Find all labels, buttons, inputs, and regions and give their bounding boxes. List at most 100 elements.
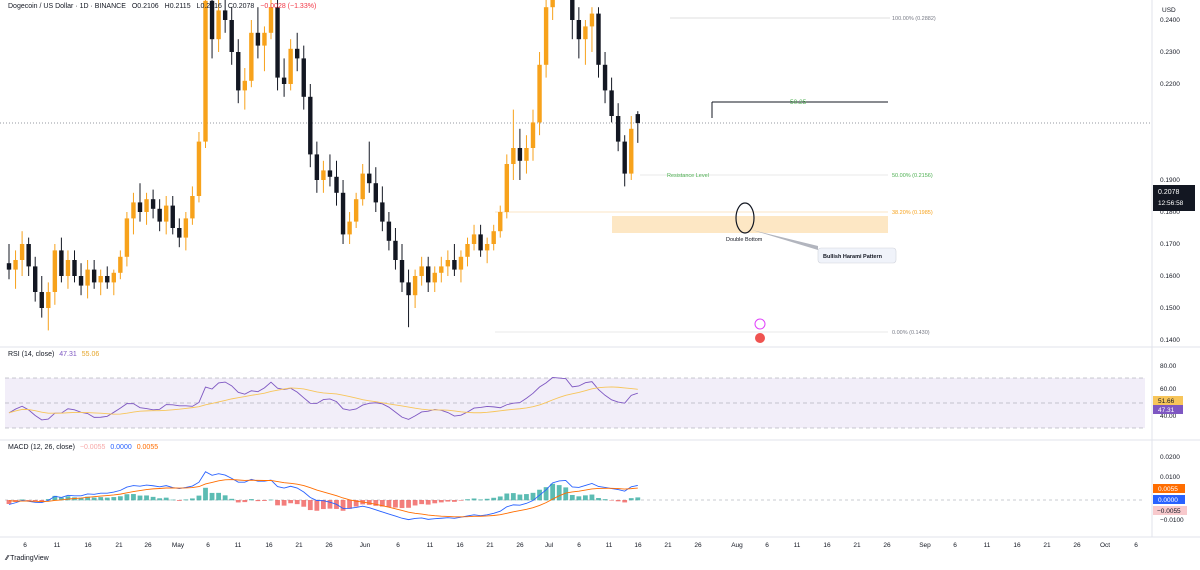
candle-body	[327, 170, 333, 177]
rsi-title: RSI (14, close)	[8, 351, 55, 358]
harami-label: Bullish Harami Pattern	[823, 254, 883, 260]
candle-body	[137, 202, 143, 212]
macd-signal-value: 0.0055	[136, 444, 159, 451]
event-icon	[754, 318, 766, 330]
candle-body	[196, 141, 202, 196]
macd-hist-bar	[327, 500, 333, 509]
candle-body	[373, 183, 378, 203]
macd-hist-bar	[432, 500, 438, 504]
open-value: O0.2106	[131, 3, 159, 10]
candle-body	[576, 20, 582, 40]
candle-body	[543, 7, 549, 65]
candle-body	[190, 196, 195, 219]
macd-hist-bar	[615, 500, 621, 502]
candle-body	[347, 221, 352, 235]
close-value: C0.2078	[227, 3, 255, 10]
tradingview-logo[interactable]: ⁄⁄ TradingView	[6, 555, 49, 562]
target-label: 50.25	[790, 99, 807, 106]
double-bottom-label: Double Bottom	[726, 237, 763, 243]
fibonacci-retracement: 100.00% (0.2882) 50.00% (0.2156) 38.20% (0…	[495, 16, 936, 336]
price-tag-timer: 12:56:58	[1158, 200, 1184, 207]
macd-hist-bar	[484, 498, 490, 501]
time-tick: 26	[144, 542, 152, 549]
candle-body	[236, 52, 241, 91]
macd-hist-bar	[524, 494, 529, 501]
time-tick: 11	[606, 542, 613, 549]
candle-body	[118, 256, 123, 273]
symbol-title[interactable]: Dogecoin / US Dollar · 1D · BINANCE	[8, 3, 126, 10]
macd-hist-bar	[137, 495, 143, 501]
price-tick: 0.1500	[1160, 305, 1180, 312]
candle-body	[131, 202, 136, 219]
macd-tag-hist: −0.0055	[1157, 508, 1181, 515]
macd-hist-bar	[170, 499, 176, 501]
time-tick: 11	[427, 542, 434, 549]
time-tick: 26	[883, 542, 891, 549]
time-tick: 26	[694, 542, 702, 549]
time-tick: 16	[823, 542, 831, 549]
candle-body	[39, 292, 44, 308]
macd-hist-bar	[216, 492, 221, 501]
macd-legend[interactable]: MACD (12, 26, close) −0.0055 0.0000 0.00…	[8, 444, 161, 451]
macd-hist-bar	[144, 495, 149, 501]
candle-body	[98, 276, 103, 283]
macd-hist-bar	[465, 499, 470, 501]
candle-body	[209, 0, 215, 40]
macd-hist-bar	[150, 496, 156, 501]
macd-hist-bar	[45, 499, 51, 501]
macd-hist-bar	[65, 496, 71, 501]
macd-tick: −0.0100	[1160, 517, 1184, 524]
currency-label: USD	[1162, 7, 1176, 14]
macd-hist-bar	[248, 499, 254, 501]
macd-hist-bar	[393, 500, 398, 508]
candle-body	[105, 276, 110, 283]
candle-body	[511, 148, 516, 164]
candle-body	[340, 192, 346, 235]
time-tick: 21	[664, 542, 672, 549]
macd-hist-bar	[425, 500, 431, 505]
tv-logo-icon: ⁄⁄	[6, 555, 9, 562]
candle-body	[288, 48, 293, 84]
macd-hist-bar	[471, 498, 477, 501]
macd-hist-bar	[281, 500, 287, 506]
rsi-tag-bg	[1153, 396, 1183, 405]
candle-body	[609, 90, 614, 116]
rsi-legend[interactable]: RSI (14, close) 47.31 55.06	[8, 351, 102, 358]
macd-hist-bar	[386, 500, 392, 508]
macd-tag-signal: 0.0055	[1158, 486, 1178, 493]
time-tick: 16	[456, 542, 464, 549]
macd-hist-bar	[556, 485, 562, 501]
macd-hist-bar	[117, 496, 123, 501]
macd-hist-bar	[353, 500, 359, 507]
flag-icon	[755, 333, 765, 343]
macd-hist-bar	[104, 497, 110, 501]
macd-hist-bar	[131, 494, 136, 501]
macd-hist-bar	[85, 496, 90, 501]
candle-body	[150, 199, 156, 209]
time-tick: 21	[295, 542, 303, 549]
time-tick: 6	[23, 542, 27, 549]
candle-body	[439, 266, 444, 273]
candle-body	[281, 77, 287, 84]
candle-body	[255, 32, 261, 46]
rsi-ma-line	[8, 386, 638, 415]
candle-body	[72, 260, 77, 276]
chart-header: Dogecoin / US Dollar · 1D · BINANCE O0.2…	[8, 3, 320, 10]
macd-signal-line	[8, 479, 638, 518]
candle-body	[622, 141, 627, 174]
candle-body	[275, 7, 280, 78]
macd-hist-bar	[157, 498, 163, 501]
candle-body	[615, 116, 621, 142]
time-tick: 6	[577, 542, 581, 549]
time-tick: 21	[1043, 542, 1051, 549]
price-tag-bg	[1153, 185, 1195, 211]
candle-body	[177, 228, 182, 238]
macd-hist-bar	[19, 499, 25, 501]
macd-hist-bar	[412, 500, 418, 506]
rsi-tag-bg	[1153, 405, 1183, 414]
candle-body	[445, 260, 451, 267]
rsi-tag-ma: 51.66	[1158, 398, 1175, 405]
time-tick: Jun	[360, 542, 371, 549]
candle-body	[85, 269, 90, 286]
